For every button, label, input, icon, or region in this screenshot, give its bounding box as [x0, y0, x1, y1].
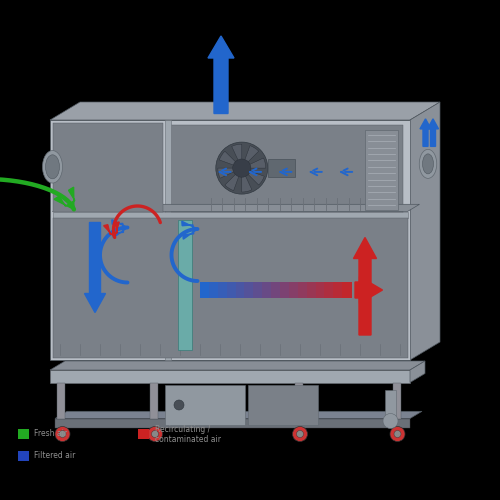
Polygon shape: [218, 282, 228, 298]
Circle shape: [292, 426, 308, 442]
Circle shape: [383, 414, 398, 428]
FancyArrow shape: [112, 220, 128, 238]
FancyArrow shape: [208, 36, 234, 114]
Polygon shape: [150, 382, 158, 418]
Circle shape: [390, 426, 405, 442]
Ellipse shape: [422, 154, 434, 174]
Polygon shape: [410, 102, 440, 360]
Wedge shape: [242, 158, 266, 168]
Text: Fresh air: Fresh air: [34, 430, 68, 438]
Polygon shape: [226, 282, 236, 298]
Ellipse shape: [419, 150, 437, 178]
Bar: [365, 130, 398, 210]
FancyArrow shape: [355, 276, 382, 303]
Polygon shape: [271, 282, 281, 298]
Polygon shape: [50, 370, 410, 382]
Bar: [138, 429, 148, 439]
Polygon shape: [50, 120, 410, 360]
FancyArrow shape: [182, 221, 198, 239]
Text: Recirculating /: Recirculating /: [154, 426, 210, 434]
Wedge shape: [232, 144, 242, 168]
Polygon shape: [236, 282, 246, 298]
Polygon shape: [410, 361, 425, 382]
Polygon shape: [342, 282, 352, 298]
Wedge shape: [218, 168, 242, 178]
Bar: [385, 390, 396, 417]
Polygon shape: [316, 282, 326, 298]
Wedge shape: [242, 146, 258, 168]
Bar: [18, 451, 28, 461]
Polygon shape: [248, 385, 318, 425]
Wedge shape: [242, 168, 252, 192]
Ellipse shape: [46, 155, 60, 179]
Polygon shape: [244, 282, 254, 298]
Bar: [18, 429, 28, 439]
Polygon shape: [52, 212, 408, 218]
Polygon shape: [324, 282, 334, 298]
Wedge shape: [225, 168, 242, 190]
Circle shape: [55, 426, 70, 442]
Polygon shape: [209, 282, 219, 298]
Polygon shape: [50, 102, 440, 120]
Ellipse shape: [42, 150, 62, 183]
Polygon shape: [52, 122, 162, 212]
Polygon shape: [52, 218, 408, 358]
Polygon shape: [58, 382, 66, 418]
Polygon shape: [289, 282, 299, 298]
FancyArrow shape: [428, 119, 438, 146]
Polygon shape: [392, 382, 400, 418]
Circle shape: [174, 400, 184, 410]
Polygon shape: [298, 282, 308, 298]
Polygon shape: [50, 361, 425, 370]
Circle shape: [296, 430, 304, 438]
Polygon shape: [280, 282, 290, 298]
Polygon shape: [165, 120, 171, 360]
FancyArrow shape: [420, 119, 431, 146]
Polygon shape: [306, 282, 316, 298]
Polygon shape: [165, 385, 245, 425]
Wedge shape: [242, 168, 264, 185]
FancyArrow shape: [354, 238, 376, 335]
Circle shape: [152, 430, 158, 438]
Polygon shape: [262, 282, 272, 298]
Polygon shape: [168, 125, 402, 215]
FancyArrow shape: [104, 222, 119, 238]
Bar: [178, 220, 192, 350]
Circle shape: [216, 142, 268, 194]
Circle shape: [148, 426, 162, 442]
Wedge shape: [220, 151, 242, 168]
FancyArrow shape: [84, 222, 105, 312]
Circle shape: [394, 430, 401, 438]
Polygon shape: [55, 412, 422, 418]
Polygon shape: [55, 418, 410, 428]
Polygon shape: [52, 204, 420, 212]
Polygon shape: [334, 282, 343, 298]
Text: contaminated air: contaminated air: [154, 436, 220, 444]
Polygon shape: [295, 382, 303, 418]
Circle shape: [59, 430, 66, 438]
Polygon shape: [200, 282, 210, 298]
Polygon shape: [254, 282, 263, 298]
Circle shape: [232, 159, 251, 177]
Text: Filtered air: Filtered air: [34, 452, 76, 460]
FancyArrow shape: [54, 187, 75, 210]
Bar: [268, 159, 295, 177]
